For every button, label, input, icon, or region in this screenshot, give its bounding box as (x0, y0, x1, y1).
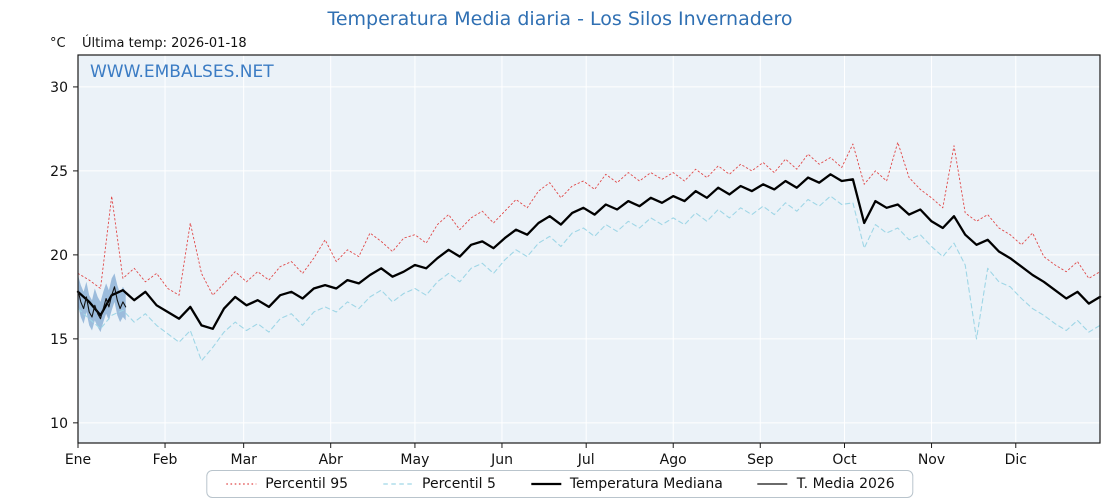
svg-text:30: 30 (50, 80, 68, 96)
svg-text:Jul: Jul (577, 452, 595, 468)
temperature-chart-svg: 10 15 20 25 30 Ene Feb Mar Abr May Jun Jul Ago Sep Oct… (50, 54, 1102, 468)
legend-item: Percentil 95 (225, 476, 348, 492)
series-0 (77, 141, 1101, 296)
svg-text:Jun: Jun (490, 452, 513, 468)
legend-label: T. Media 2026 (796, 476, 895, 492)
svg-text:Sep: Sep (747, 452, 774, 468)
svg-text:Ago: Ago (660, 452, 687, 468)
svg-text:Ene: Ene (65, 452, 91, 468)
legend-line-sample (226, 483, 257, 485)
legend-label: Temperatura Mediana (569, 476, 723, 492)
plot-background (78, 55, 1100, 443)
gridlines (78, 55, 1100, 443)
x-tick-labels: Ene Feb Mar Abr May Jun Jul Ago Sep Oct Nov Dic (65, 443, 1027, 468)
legend-label: Percentil 5 (422, 476, 496, 492)
legend-item: Temperatura Mediana (530, 476, 723, 492)
legend-line-sample (530, 482, 561, 486)
watermark: WWW.EMBALSES.NET (90, 62, 274, 82)
series-2 (76, 173, 1102, 330)
svg-text:Abr: Abr (319, 452, 343, 468)
y-axis-unit-label: °C (50, 36, 66, 51)
svg-text:25: 25 (50, 164, 68, 180)
legend-label: Percentil 95 (265, 476, 349, 492)
page-title: Temperatura Media diaria - Los Silos Inv… (327, 8, 793, 30)
plot-frame (77, 54, 1101, 444)
legend: Percentil 95 Percentil 5 Temperatura Media… (206, 470, 914, 498)
last-temp-subtitle: Última temp: 2026-01-18 (82, 36, 247, 51)
chart-area: 10 15 20 25 30 Ene Feb Mar Abr May Jun Jul Ago Sep Oct… (50, 54, 1102, 468)
legend-line-sample (757, 483, 788, 485)
series-1 (77, 195, 1101, 362)
svg-text:Mar: Mar (230, 452, 257, 468)
svg-text:Oct: Oct (832, 452, 857, 468)
series-3 (77, 286, 127, 320)
legend-line-sample (383, 483, 414, 485)
svg-text:Feb: Feb (153, 452, 178, 468)
svg-text:20: 20 (50, 248, 68, 264)
svg-text:Dic: Dic (1005, 452, 1027, 468)
svg-text:Nov: Nov (918, 452, 945, 468)
legend-item: T. Media 2026 (757, 476, 895, 492)
legend-item: Percentil 5 (382, 476, 496, 492)
svg-text:10: 10 (50, 416, 68, 432)
svg-text:15: 15 (50, 332, 68, 348)
svg-text:May: May (400, 452, 429, 468)
y-tick-labels: 10 15 20 25 30 (50, 80, 78, 432)
